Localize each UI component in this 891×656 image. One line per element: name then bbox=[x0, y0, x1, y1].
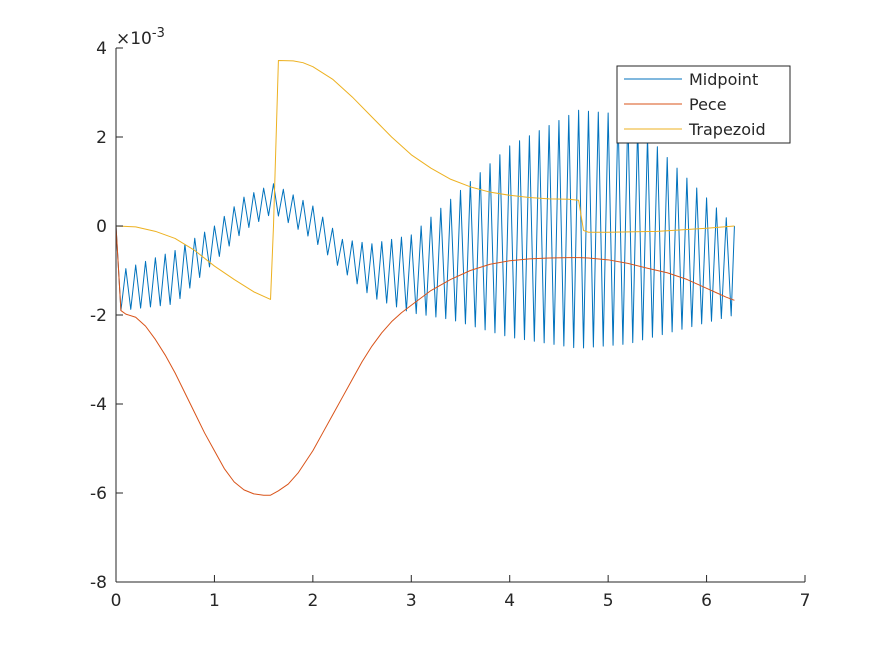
y-exponent-power: -3 bbox=[152, 26, 165, 41]
series-layer bbox=[115, 59, 735, 496]
y-exponent-base: ×10-3 bbox=[116, 26, 165, 49]
legend-label-trapezoid: Trapezoid bbox=[688, 120, 766, 139]
x-tick-label: 2 bbox=[307, 591, 318, 611]
y-tick-label: -8 bbox=[90, 573, 107, 593]
x-tick-label: 5 bbox=[603, 591, 614, 611]
x-ticks: 0 1 2 3 4 5 6 7 bbox=[111, 575, 811, 611]
legend-label-pece: Pece bbox=[689, 95, 727, 114]
x-tick-label: 3 bbox=[406, 591, 417, 611]
x-tick-label: 6 bbox=[701, 591, 712, 611]
y-exponent-label: ×10-3 bbox=[116, 26, 165, 49]
x-tick-label: 1 bbox=[209, 591, 220, 611]
series-line-pece bbox=[115, 225, 735, 496]
y-tick-label: -2 bbox=[90, 306, 107, 326]
x-tick-label: 7 bbox=[800, 591, 811, 611]
x-tick-label: 0 bbox=[111, 591, 122, 611]
legend: Midpoint Pece Trapezoid bbox=[616, 65, 791, 144]
series-line-trapezoid bbox=[115, 59, 735, 300]
y-tick-label: -6 bbox=[90, 484, 107, 504]
legend-label-midpoint: Midpoint bbox=[689, 70, 758, 89]
y-tick-label: -4 bbox=[90, 395, 107, 415]
y-tick-label: 0 bbox=[96, 217, 107, 237]
series-line-midpoint bbox=[115, 109, 735, 349]
y-tick-label: 4 bbox=[96, 39, 107, 59]
y-tick-label: 2 bbox=[96, 128, 107, 148]
y-ticks: -8 -6 -4 -2 0 2 4 bbox=[90, 39, 123, 593]
x-tick-label: 4 bbox=[504, 591, 515, 611]
